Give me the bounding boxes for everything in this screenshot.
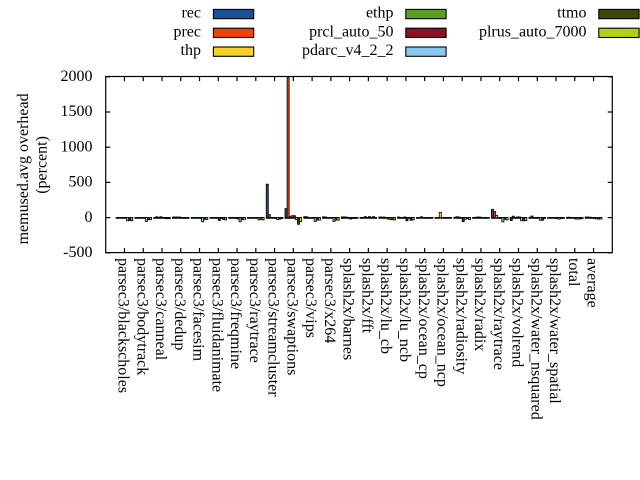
svg-text:prec: prec bbox=[173, 23, 201, 40]
svg-text:(percent): (percent) bbox=[34, 136, 51, 194]
svg-text:ethp: ethp bbox=[366, 5, 394, 22]
svg-text:splash2x/water_spatial: splash2x/water_spatial bbox=[546, 258, 563, 404]
svg-text:average: average bbox=[584, 258, 601, 308]
svg-text:memused.avg overhead: memused.avg overhead bbox=[15, 93, 32, 244]
svg-text:prcl_auto_50: prcl_auto_50 bbox=[309, 23, 393, 40]
svg-text:parsec3/streamcluster: parsec3/streamcluster bbox=[265, 258, 282, 397]
svg-text:splash2x/radiosity: splash2x/radiosity bbox=[452, 258, 469, 374]
svg-text:parsec3/x264: parsec3/x264 bbox=[321, 258, 338, 343]
svg-text:pdarc_v4_2_2: pdarc_v4_2_2 bbox=[302, 42, 394, 59]
svg-text:parsec3/freqmine: parsec3/freqmine bbox=[227, 258, 244, 369]
svg-text:splash2x/lu_ncb: splash2x/lu_ncb bbox=[396, 258, 413, 362]
svg-text:rec: rec bbox=[181, 5, 201, 22]
svg-text:0: 0 bbox=[85, 209, 93, 226]
svg-text:splash2x/lu_cb: splash2x/lu_cb bbox=[377, 258, 394, 354]
svg-text:-500: -500 bbox=[63, 244, 92, 261]
svg-text:1500: 1500 bbox=[61, 103, 93, 120]
svg-text:500: 500 bbox=[69, 174, 93, 191]
svg-text:splash2x/water_nsquared: splash2x/water_nsquared bbox=[527, 258, 544, 420]
svg-text:plrus_auto_7000: plrus_auto_7000 bbox=[479, 23, 587, 40]
svg-text:parsec3/vips: parsec3/vips bbox=[302, 258, 319, 338]
svg-text:splash2x/fft: splash2x/fft bbox=[358, 258, 375, 334]
svg-text:splash2x/raytrace: splash2x/raytrace bbox=[490, 258, 507, 370]
svg-text:splash2x/volrend: splash2x/volrend bbox=[509, 258, 526, 367]
svg-text:parsec3/fluidanimate: parsec3/fluidanimate bbox=[208, 258, 225, 392]
svg-text:parsec3/raytrace: parsec3/raytrace bbox=[246, 258, 263, 363]
svg-text:splash2x/radix: splash2x/radix bbox=[471, 258, 488, 351]
svg-text:splash2x/ocean_ncp: splash2x/ocean_ncp bbox=[434, 258, 451, 387]
svg-text:parsec3/dedup: parsec3/dedup bbox=[171, 258, 188, 350]
svg-text:thp: thp bbox=[181, 42, 201, 59]
svg-text:parsec3/bodytrack: parsec3/bodytrack bbox=[133, 258, 150, 375]
svg-text:1000: 1000 bbox=[61, 138, 93, 155]
svg-text:total: total bbox=[565, 258, 582, 287]
svg-text:ttmo: ttmo bbox=[557, 5, 586, 22]
svg-text:parsec3/blackscholes: parsec3/blackscholes bbox=[115, 258, 132, 393]
svg-text:splash2x/barnes: splash2x/barnes bbox=[340, 258, 357, 360]
svg-text:2000: 2000 bbox=[61, 68, 93, 85]
svg-text:splash2x/ocean_cp: splash2x/ocean_cp bbox=[415, 258, 432, 379]
svg-text:parsec3/facesim: parsec3/facesim bbox=[190, 258, 207, 362]
svg-text:parsec3/swaptions: parsec3/swaptions bbox=[283, 258, 300, 375]
svg-text:parsec3/canneal: parsec3/canneal bbox=[152, 258, 169, 361]
